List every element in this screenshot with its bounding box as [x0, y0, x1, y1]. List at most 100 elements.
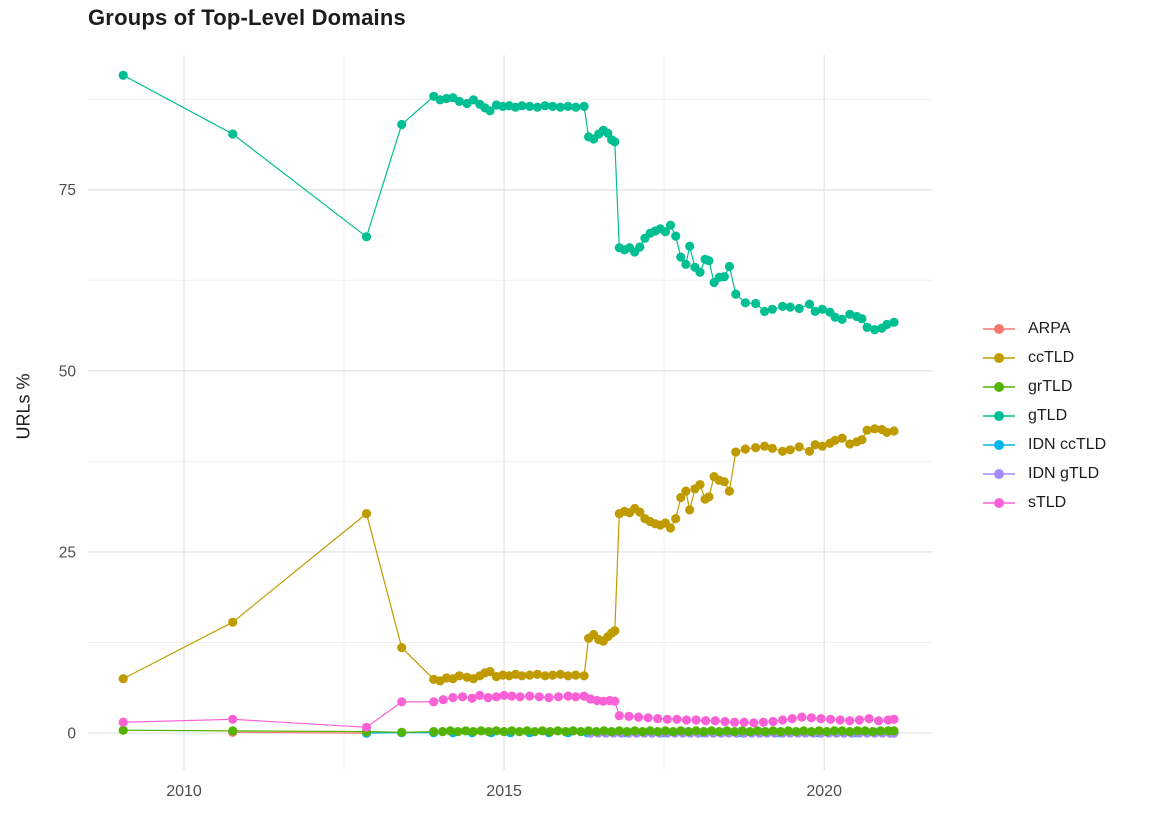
data-point	[676, 252, 686, 262]
data-point	[814, 726, 824, 736]
data-point	[701, 716, 711, 726]
data-point	[882, 319, 892, 330]
data-point	[397, 727, 407, 737]
legend-key-icon	[983, 411, 1015, 421]
data-point	[485, 106, 495, 116]
data-point	[438, 727, 448, 737]
data-point	[671, 231, 681, 241]
data-point	[817, 441, 827, 451]
data-point	[875, 726, 886, 736]
data-point	[794, 303, 804, 314]
data-point	[837, 433, 847, 443]
data-point	[817, 304, 827, 314]
data-point	[553, 692, 564, 702]
legend-item-ARPA: ARPA	[982, 319, 1106, 339]
data-point	[806, 713, 817, 723]
y-tick-label: 50	[59, 363, 77, 380]
data-point	[532, 102, 543, 112]
data-point	[785, 302, 795, 312]
data-point	[453, 727, 463, 737]
data-point	[760, 727, 770, 737]
data-point	[499, 690, 509, 701]
legend-item-ccTLD: ccTLD	[982, 348, 1106, 368]
legend-key-icon	[983, 382, 1015, 392]
data-point	[699, 727, 709, 737]
data-point	[576, 727, 586, 737]
data-point	[783, 726, 793, 736]
series-gTLD	[118, 70, 899, 335]
data-point	[548, 101, 558, 111]
data-point	[822, 727, 832, 737]
data-point	[806, 727, 817, 737]
data-point	[507, 691, 517, 701]
data-point	[719, 477, 729, 487]
data-point	[804, 446, 815, 456]
data-point	[610, 626, 620, 636]
data-point	[476, 726, 486, 736]
data-point	[553, 726, 563, 736]
data-point	[731, 289, 741, 299]
data-point	[665, 523, 676, 533]
data-point	[720, 716, 730, 727]
series-sTLD	[118, 690, 899, 732]
y-tick-label: 25	[59, 544, 76, 561]
data-point	[118, 717, 128, 727]
data-point	[118, 70, 128, 80]
legend-key-icon	[983, 440, 1015, 450]
data-point	[778, 715, 788, 725]
data-point	[545, 727, 555, 737]
data-point	[760, 441, 770, 451]
data-point	[491, 692, 501, 702]
data-point	[889, 317, 899, 327]
data-point	[860, 726, 870, 736]
series-line	[122, 428, 895, 682]
data-point	[799, 726, 809, 736]
data-point	[740, 298, 751, 308]
data-point	[228, 129, 238, 139]
data-point	[758, 717, 769, 727]
data-point	[571, 692, 581, 702]
data-point	[643, 713, 653, 723]
data-point	[665, 220, 676, 230]
data-point	[724, 486, 735, 496]
data-point	[445, 726, 455, 736]
data-point	[540, 671, 550, 681]
data-point	[607, 727, 617, 737]
data-point	[515, 692, 525, 702]
data-point	[514, 727, 525, 737]
data-point	[724, 261, 735, 272]
data-point	[737, 726, 747, 736]
legend-label: IDN ccTLD	[1028, 436, 1107, 453]
data-point	[568, 726, 578, 736]
series-line	[232, 731, 367, 734]
data-point	[870, 424, 880, 434]
data-point	[676, 493, 686, 503]
data-point	[540, 101, 550, 111]
data-point	[695, 480, 705, 490]
data-point	[637, 727, 648, 737]
data-point	[749, 718, 759, 728]
x-tick-label: 2020	[806, 783, 842, 800]
data-point	[397, 697, 407, 707]
data-point	[751, 298, 761, 309]
data-point	[870, 325, 880, 335]
data-point	[691, 715, 701, 725]
data-point	[791, 727, 801, 737]
data-point	[826, 714, 836, 724]
data-point	[624, 711, 634, 722]
data-point	[467, 693, 477, 703]
data-point	[228, 726, 238, 736]
data-point	[695, 267, 705, 277]
data-point	[571, 670, 581, 680]
data-point	[857, 314, 867, 324]
data-point	[457, 692, 468, 702]
data-point	[517, 101, 527, 111]
data-point	[778, 446, 788, 456]
data-point	[719, 272, 729, 282]
x-tick-label: 2015	[486, 783, 522, 800]
data-point	[361, 232, 372, 242]
data-point	[507, 726, 517, 736]
legend-key-icon	[983, 469, 1015, 479]
legend-label: grTLD	[1028, 378, 1073, 395]
